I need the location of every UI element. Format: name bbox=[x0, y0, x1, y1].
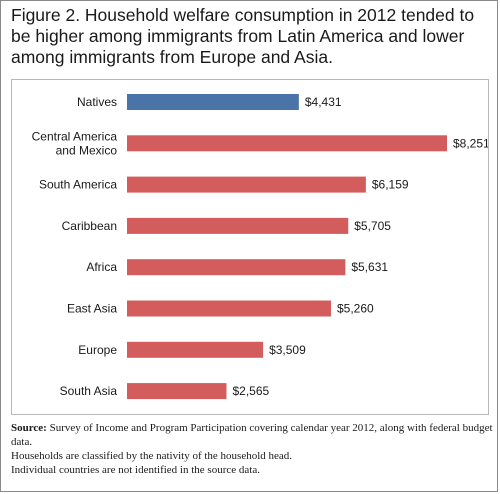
bar bbox=[127, 259, 346, 276]
nativity-note: Households are classified by the nativit… bbox=[11, 450, 293, 462]
figure-title: Figure 2. Household welfare consumption … bbox=[11, 5, 475, 67]
bar bbox=[127, 217, 349, 234]
category-label: Europe bbox=[78, 343, 117, 357]
value-label: $5,631 bbox=[351, 260, 388, 274]
value-label: $3,509 bbox=[269, 343, 306, 357]
bar bbox=[127, 300, 331, 317]
category-label: Caribbean bbox=[62, 219, 117, 233]
bar bbox=[127, 135, 447, 152]
value-label: $2,565 bbox=[232, 384, 269, 398]
chart-area: Natives $4,431 Central America and Mexico $8… bbox=[11, 79, 489, 415]
bar bbox=[127, 383, 227, 400]
value-label: $6,159 bbox=[372, 178, 409, 192]
source-text: Survey of Income and Program Participati… bbox=[11, 422, 493, 448]
bar bbox=[127, 94, 299, 110]
countries-note: Individual countries are not identified … bbox=[11, 464, 260, 476]
category-label: Natives bbox=[77, 95, 117, 109]
figure-notes: Source: Survey of Income and Program Par… bbox=[11, 421, 495, 477]
bar-chart: Natives $4,431 Central America and Mexico $8… bbox=[32, 94, 488, 400]
category-label: Africa bbox=[86, 260, 117, 274]
value-label: $5,705 bbox=[354, 219, 391, 233]
source-note: Source: Survey of Income and Program Par… bbox=[11, 421, 495, 449]
category-label: East Asia bbox=[67, 302, 117, 316]
category-label: South America bbox=[39, 178, 117, 192]
value-label: $8,251 bbox=[453, 136, 488, 150]
value-label: $5,260 bbox=[337, 302, 374, 316]
bar bbox=[127, 341, 264, 358]
value-label: $4,431 bbox=[305, 95, 342, 109]
source-label: Source: bbox=[11, 422, 47, 434]
bar bbox=[127, 176, 366, 193]
category-label: Central America and Mexico bbox=[32, 129, 118, 157]
category-label: South Asia bbox=[60, 384, 118, 398]
